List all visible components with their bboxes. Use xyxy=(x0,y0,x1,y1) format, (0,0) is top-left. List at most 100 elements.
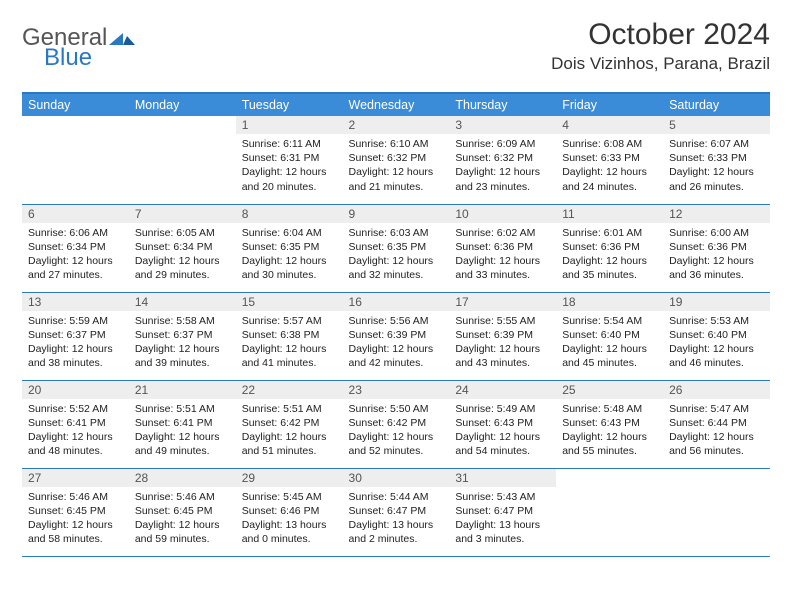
day-details: Sunrise: 5:46 AMSunset: 6:45 PMDaylight:… xyxy=(129,487,236,551)
calendar-cell: 18Sunrise: 5:54 AMSunset: 6:40 PMDayligh… xyxy=(556,292,663,380)
calendar-cell: 24Sunrise: 5:49 AMSunset: 6:43 PMDayligh… xyxy=(449,380,556,468)
day-details: Sunrise: 5:51 AMSunset: 6:41 PMDaylight:… xyxy=(129,399,236,463)
calendar-row: 13Sunrise: 5:59 AMSunset: 6:37 PMDayligh… xyxy=(22,292,770,380)
day-details: Sunrise: 5:44 AMSunset: 6:47 PMDaylight:… xyxy=(343,487,450,551)
day-number: 4 xyxy=(556,116,663,134)
day-details: Sunrise: 6:02 AMSunset: 6:36 PMDaylight:… xyxy=(449,223,556,287)
calendar-cell: 25Sunrise: 5:48 AMSunset: 6:43 PMDayligh… xyxy=(556,380,663,468)
day-details: Sunrise: 5:45 AMSunset: 6:46 PMDaylight:… xyxy=(236,487,343,551)
day-details: Sunrise: 6:09 AMSunset: 6:32 PMDaylight:… xyxy=(449,134,556,198)
calendar-cell: 21Sunrise: 5:51 AMSunset: 6:41 PMDayligh… xyxy=(129,380,236,468)
day-number: 31 xyxy=(449,469,556,487)
day-details: Sunrise: 6:08 AMSunset: 6:33 PMDaylight:… xyxy=(556,134,663,198)
day-details: Sunrise: 5:52 AMSunset: 6:41 PMDaylight:… xyxy=(22,399,129,463)
calendar-table: SundayMondayTuesdayWednesdayThursdayFrid… xyxy=(22,94,770,557)
weekday-header: Tuesday xyxy=(236,94,343,116)
day-details: Sunrise: 6:07 AMSunset: 6:33 PMDaylight:… xyxy=(663,134,770,198)
logo-mark-icon xyxy=(109,27,135,50)
day-details: Sunrise: 6:05 AMSunset: 6:34 PMDaylight:… xyxy=(129,223,236,287)
calendar-row: 20Sunrise: 5:52 AMSunset: 6:41 PMDayligh… xyxy=(22,380,770,468)
day-number: 13 xyxy=(22,293,129,311)
calendar-cell: 26Sunrise: 5:47 AMSunset: 6:44 PMDayligh… xyxy=(663,380,770,468)
weekday-header: Saturday xyxy=(663,94,770,116)
day-details: Sunrise: 6:00 AMSunset: 6:36 PMDaylight:… xyxy=(663,223,770,287)
day-number: 15 xyxy=(236,293,343,311)
calendar-cell: 20Sunrise: 5:52 AMSunset: 6:41 PMDayligh… xyxy=(22,380,129,468)
day-details: Sunrise: 5:57 AMSunset: 6:38 PMDaylight:… xyxy=(236,311,343,375)
calendar-cell: 4Sunrise: 6:08 AMSunset: 6:33 PMDaylight… xyxy=(556,116,663,204)
calendar-cell: .. xyxy=(22,116,129,204)
day-number: 25 xyxy=(556,381,663,399)
day-details: Sunrise: 6:11 AMSunset: 6:31 PMDaylight:… xyxy=(236,134,343,198)
day-details: Sunrise: 5:46 AMSunset: 6:45 PMDaylight:… xyxy=(22,487,129,551)
calendar-cell: 22Sunrise: 5:51 AMSunset: 6:42 PMDayligh… xyxy=(236,380,343,468)
calendar-row: ....1Sunrise: 6:11 AMSunset: 6:31 PMDayl… xyxy=(22,116,770,204)
calendar-cell: 10Sunrise: 6:02 AMSunset: 6:36 PMDayligh… xyxy=(449,204,556,292)
calendar-cell: 19Sunrise: 5:53 AMSunset: 6:40 PMDayligh… xyxy=(663,292,770,380)
day-number: 6 xyxy=(22,205,129,223)
day-number: 9 xyxy=(343,205,450,223)
calendar-row: 6Sunrise: 6:06 AMSunset: 6:34 PMDaylight… xyxy=(22,204,770,292)
day-details: Sunrise: 6:04 AMSunset: 6:35 PMDaylight:… xyxy=(236,223,343,287)
location-text: Dois Vizinhos, Parana, Brazil xyxy=(551,54,770,74)
day-number: 10 xyxy=(449,205,556,223)
day-details: Sunrise: 5:48 AMSunset: 6:43 PMDaylight:… xyxy=(556,399,663,463)
calendar-cell: 13Sunrise: 5:59 AMSunset: 6:37 PMDayligh… xyxy=(22,292,129,380)
calendar-cell: 29Sunrise: 5:45 AMSunset: 6:46 PMDayligh… xyxy=(236,468,343,556)
title-block: October 2024 Dois Vizinhos, Parana, Braz… xyxy=(551,18,770,74)
day-details: Sunrise: 5:59 AMSunset: 6:37 PMDaylight:… xyxy=(22,311,129,375)
day-number: 18 xyxy=(556,293,663,311)
day-number: 20 xyxy=(22,381,129,399)
calendar-cell: 28Sunrise: 5:46 AMSunset: 6:45 PMDayligh… xyxy=(129,468,236,556)
calendar-cell: 27Sunrise: 5:46 AMSunset: 6:45 PMDayligh… xyxy=(22,468,129,556)
calendar-cell: 16Sunrise: 5:56 AMSunset: 6:39 PMDayligh… xyxy=(343,292,450,380)
calendar-cell: .. xyxy=(556,468,663,556)
day-details: Sunrise: 6:01 AMSunset: 6:36 PMDaylight:… xyxy=(556,223,663,287)
day-number: 30 xyxy=(343,469,450,487)
calendar-cell: 3Sunrise: 6:09 AMSunset: 6:32 PMDaylight… xyxy=(449,116,556,204)
calendar-cell: 1Sunrise: 6:11 AMSunset: 6:31 PMDaylight… xyxy=(236,116,343,204)
day-number: 2 xyxy=(343,116,450,134)
day-details: Sunrise: 5:55 AMSunset: 6:39 PMDaylight:… xyxy=(449,311,556,375)
calendar-cell: 5Sunrise: 6:07 AMSunset: 6:33 PMDaylight… xyxy=(663,116,770,204)
calendar-cell: 7Sunrise: 6:05 AMSunset: 6:34 PMDaylight… xyxy=(129,204,236,292)
calendar-cell: .. xyxy=(129,116,236,204)
day-number: 7 xyxy=(129,205,236,223)
day-number: 14 xyxy=(129,293,236,311)
day-details: Sunrise: 5:51 AMSunset: 6:42 PMDaylight:… xyxy=(236,399,343,463)
calendar-cell: .. xyxy=(663,468,770,556)
calendar-body: ....1Sunrise: 6:11 AMSunset: 6:31 PMDayl… xyxy=(22,116,770,556)
calendar-cell: 9Sunrise: 6:03 AMSunset: 6:35 PMDaylight… xyxy=(343,204,450,292)
day-details: Sunrise: 5:53 AMSunset: 6:40 PMDaylight:… xyxy=(663,311,770,375)
day-details: Sunrise: 5:47 AMSunset: 6:44 PMDaylight:… xyxy=(663,399,770,463)
calendar-cell: 12Sunrise: 6:00 AMSunset: 6:36 PMDayligh… xyxy=(663,204,770,292)
calendar-cell: 17Sunrise: 5:55 AMSunset: 6:39 PMDayligh… xyxy=(449,292,556,380)
day-details: Sunrise: 6:03 AMSunset: 6:35 PMDaylight:… xyxy=(343,223,450,287)
weekday-header: Sunday xyxy=(22,94,129,116)
day-details: Sunrise: 5:50 AMSunset: 6:42 PMDaylight:… xyxy=(343,399,450,463)
day-details: Sunrise: 6:06 AMSunset: 6:34 PMDaylight:… xyxy=(22,223,129,287)
day-number: 12 xyxy=(663,205,770,223)
weekday-header: Friday xyxy=(556,94,663,116)
day-number: 1 xyxy=(236,116,343,134)
weekday-header: Monday xyxy=(129,94,236,116)
day-number: 21 xyxy=(129,381,236,399)
page-title: October 2024 xyxy=(551,18,770,52)
day-number: 27 xyxy=(22,469,129,487)
day-details: Sunrise: 5:54 AMSunset: 6:40 PMDaylight:… xyxy=(556,311,663,375)
day-details: Sunrise: 5:58 AMSunset: 6:37 PMDaylight:… xyxy=(129,311,236,375)
weekday-header: Thursday xyxy=(449,94,556,116)
logo-word2: Blue xyxy=(44,44,92,72)
day-number: 26 xyxy=(663,381,770,399)
day-details: Sunrise: 5:43 AMSunset: 6:47 PMDaylight:… xyxy=(449,487,556,551)
weekday-header-row: SundayMondayTuesdayWednesdayThursdayFrid… xyxy=(22,94,770,116)
day-details: Sunrise: 6:10 AMSunset: 6:32 PMDaylight:… xyxy=(343,134,450,198)
calendar-cell: 30Sunrise: 5:44 AMSunset: 6:47 PMDayligh… xyxy=(343,468,450,556)
day-number: 28 xyxy=(129,469,236,487)
calendar-cell: 8Sunrise: 6:04 AMSunset: 6:35 PMDaylight… xyxy=(236,204,343,292)
day-details: Sunrise: 5:49 AMSunset: 6:43 PMDaylight:… xyxy=(449,399,556,463)
day-number: 5 xyxy=(663,116,770,134)
day-number: 29 xyxy=(236,469,343,487)
day-number: 17 xyxy=(449,293,556,311)
calendar-cell: 31Sunrise: 5:43 AMSunset: 6:47 PMDayligh… xyxy=(449,468,556,556)
